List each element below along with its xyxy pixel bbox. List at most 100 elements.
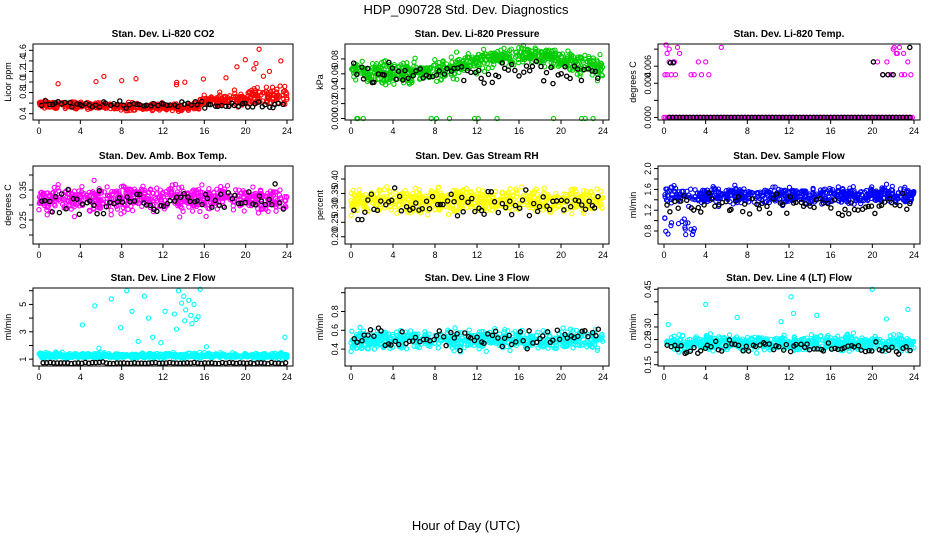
- data-point: [598, 66, 604, 73]
- data-point: [493, 72, 499, 79]
- data-point: [482, 51, 488, 57]
- data-point: [508, 46, 514, 52]
- y-tick-label: 0.8: [18, 86, 28, 99]
- data-point: [494, 55, 501, 62]
- data-point: [265, 95, 272, 102]
- data-point: [218, 99, 224, 105]
- y-tick-label: 0.25: [18, 211, 28, 229]
- data-point: [521, 56, 528, 63]
- data-point: [135, 338, 141, 345]
- panel-title: Stan. Dev. Gas Stream RH: [415, 151, 538, 162]
- x-tick-label: 4: [390, 126, 395, 136]
- data-point: [267, 89, 274, 95]
- data-point: [223, 75, 229, 81]
- data-point: [409, 79, 415, 86]
- data-point: [125, 99, 132, 105]
- data-point: [375, 76, 381, 82]
- data-point: [167, 198, 173, 204]
- x-tick-label: 8: [432, 126, 437, 136]
- data-point: [181, 293, 187, 299]
- data-point: [357, 324, 363, 331]
- data-point: [65, 186, 71, 193]
- data-point: [131, 101, 137, 107]
- x-tick-label: 24: [282, 250, 292, 260]
- data-point: [141, 293, 148, 299]
- data-point: [663, 42, 669, 48]
- data-point: [489, 50, 495, 57]
- x-tick-label: 8: [119, 250, 124, 260]
- data-point: [499, 60, 506, 66]
- data-point: [169, 186, 175, 192]
- data-point: [55, 81, 61, 87]
- x-tick-label: 4: [78, 250, 83, 260]
- data-point: [466, 54, 472, 61]
- chart-panel: Stan. Dev. Amb. Box Temp.degrees C0 4 8 12 1…: [3, 151, 294, 260]
- x-tick-label: 4: [78, 372, 83, 382]
- y-tick-label: 1: [18, 357, 28, 362]
- data-point: [93, 78, 99, 85]
- data-point: [897, 202, 903, 209]
- data-point: [664, 50, 670, 57]
- data-point: [175, 288, 182, 294]
- data-point: [590, 115, 596, 122]
- data-point: [667, 60, 674, 66]
- x-axis-label: Hour of Day (UTC): [412, 518, 520, 533]
- data-point: [540, 59, 547, 66]
- data-point: [521, 69, 527, 75]
- data-point: [150, 334, 156, 340]
- data-point: [360, 115, 366, 122]
- y-axis-label: ml/min: [628, 192, 638, 219]
- data-point: [255, 99, 262, 105]
- data-point: [571, 63, 578, 69]
- data-point: [855, 207, 861, 213]
- data-point: [104, 184, 110, 190]
- data-point: [182, 79, 188, 85]
- data-point: [428, 115, 434, 122]
- data-point: [371, 79, 377, 86]
- data-point: [194, 101, 200, 108]
- data-point: [560, 325, 566, 331]
- y-tick-label: 1.6: [18, 44, 28, 57]
- data-point: [691, 72, 697, 78]
- data-point: [217, 92, 223, 98]
- data-point: [188, 102, 195, 108]
- data-point: [108, 296, 114, 302]
- data-point: [100, 210, 107, 217]
- data-point: [69, 203, 75, 209]
- data-point: [178, 300, 185, 306]
- data-point: [235, 193, 241, 199]
- data-point: [129, 207, 136, 214]
- x-tick-label: 12: [158, 250, 168, 260]
- data-point: [526, 212, 533, 219]
- data-point: [96, 205, 102, 211]
- data-point: [885, 71, 891, 78]
- data-point: [276, 200, 283, 206]
- data-point: [123, 105, 129, 111]
- data-point: [587, 59, 593, 66]
- data-point: [156, 193, 163, 200]
- data-point: [211, 189, 217, 195]
- data-point: [526, 67, 533, 74]
- data-point: [567, 51, 573, 57]
- x-tick-label: 0: [36, 372, 41, 382]
- data-point: [161, 206, 168, 212]
- data-point: [216, 202, 222, 209]
- series-subset: [40, 359, 289, 367]
- data-point: [186, 297, 192, 303]
- data-point: [676, 50, 683, 57]
- data-point: [154, 185, 160, 191]
- data-point: [101, 73, 107, 80]
- data-point: [154, 208, 160, 215]
- data-point: [215, 194, 221, 200]
- x-tick-label: 20: [556, 126, 566, 136]
- data-point: [241, 208, 247, 214]
- data-point: [410, 72, 416, 79]
- data-point: [74, 101, 80, 107]
- data-point: [474, 54, 481, 61]
- y-tick-label: 0.04: [330, 80, 340, 98]
- data-point: [164, 102, 170, 108]
- x-tick-label: 16: [826, 250, 836, 260]
- figure-title: HDP_090728 Std. Dev. Diagnostics: [364, 2, 569, 17]
- data-point: [842, 206, 848, 213]
- data-point: [280, 88, 287, 95]
